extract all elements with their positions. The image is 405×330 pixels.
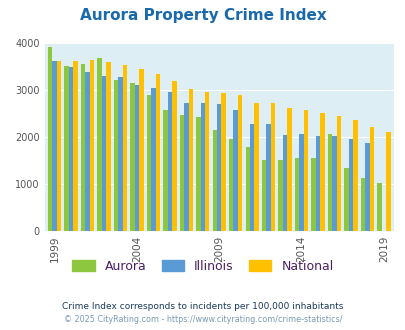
Text: Aurora Property Crime Index: Aurora Property Crime Index: [79, 8, 326, 23]
Bar: [90, 60, 94, 231]
Bar: [336, 116, 340, 231]
Bar: [81, 64, 85, 231]
Bar: [212, 130, 217, 231]
Text: Crime Index corresponds to incidents per 100,000 inhabitants: Crime Index corresponds to incidents per…: [62, 302, 343, 311]
Bar: [52, 61, 57, 231]
Bar: [369, 127, 373, 231]
Bar: [266, 124, 270, 231]
Bar: [217, 104, 221, 231]
Bar: [139, 69, 143, 231]
Bar: [245, 147, 249, 231]
Bar: [376, 183, 381, 231]
Bar: [163, 110, 167, 231]
Bar: [343, 168, 348, 231]
Bar: [85, 72, 90, 231]
Bar: [188, 89, 192, 231]
Bar: [270, 103, 275, 231]
Bar: [130, 83, 134, 231]
Bar: [97, 58, 102, 231]
Bar: [278, 160, 282, 231]
Bar: [73, 61, 77, 231]
Bar: [172, 81, 176, 231]
Bar: [57, 61, 61, 231]
Bar: [282, 135, 287, 231]
Bar: [348, 139, 352, 231]
Bar: [261, 160, 266, 231]
Bar: [228, 139, 233, 231]
Bar: [196, 117, 200, 231]
Bar: [331, 136, 336, 231]
Bar: [134, 85, 139, 231]
Bar: [221, 93, 225, 231]
Legend: Aurora, Illinois, National: Aurora, Illinois, National: [72, 260, 333, 273]
Bar: [320, 114, 324, 231]
Bar: [311, 158, 315, 231]
Bar: [106, 62, 110, 231]
Bar: [233, 110, 237, 231]
Bar: [294, 158, 298, 231]
Bar: [237, 95, 242, 231]
Bar: [102, 76, 106, 231]
Bar: [298, 134, 303, 231]
Bar: [303, 110, 307, 231]
Bar: [155, 74, 160, 231]
Bar: [48, 47, 52, 231]
Bar: [352, 120, 357, 231]
Bar: [146, 95, 151, 231]
Bar: [315, 137, 320, 231]
Bar: [254, 103, 258, 231]
Text: © 2025 CityRating.com - https://www.cityrating.com/crime-statistics/: © 2025 CityRating.com - https://www.city…: [64, 315, 341, 324]
Bar: [385, 132, 390, 231]
Bar: [68, 67, 73, 231]
Bar: [205, 92, 209, 231]
Bar: [64, 66, 68, 231]
Bar: [151, 87, 155, 231]
Bar: [167, 92, 172, 231]
Bar: [364, 143, 369, 231]
Bar: [118, 77, 122, 231]
Bar: [122, 65, 127, 231]
Bar: [327, 134, 331, 231]
Bar: [249, 124, 254, 231]
Bar: [183, 103, 188, 231]
Bar: [179, 115, 183, 231]
Bar: [287, 108, 291, 231]
Bar: [113, 80, 118, 231]
Bar: [360, 178, 364, 231]
Bar: [200, 103, 205, 231]
